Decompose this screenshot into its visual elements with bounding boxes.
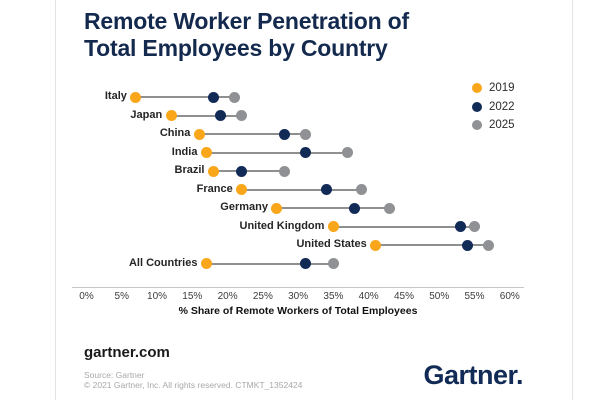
legend-dot-2022 [472, 101, 482, 112]
content-card [55, 0, 573, 400]
x-tick-0pct: 0% [79, 291, 94, 302]
x-tick-60pct: 60% [499, 291, 520, 302]
legend-item-2019: 2019 [472, 82, 515, 94]
gartner-logo: Gartner. [423, 360, 523, 390]
x-tick-30pct: 30% [288, 291, 309, 302]
x-tick-10pct: 10% [147, 291, 168, 302]
dot-2022-brazil [236, 165, 248, 177]
category-label-japan: Japan [130, 108, 163, 121]
category-label-italy: Italy [104, 90, 127, 102]
dot-2019-france [236, 184, 248, 196]
connector-line [276, 207, 390, 210]
connector-line [206, 262, 334, 265]
dot-2025-japan [236, 110, 248, 122]
x-tick-5pct: 5% [114, 291, 129, 302]
dot-2019-japan [165, 110, 177, 122]
connector-line [171, 114, 242, 117]
dot-2019-united-kingdom [327, 221, 339, 233]
dot-2025-united-kingdom [469, 221, 481, 233]
x-tick-55pct: 55% [464, 291, 485, 302]
copyright-text: © 2021 Gartner, Inc. All rights reserved… [84, 380, 303, 390]
legend: 2019 2022 2025 [472, 82, 515, 138]
dot-2019-india [200, 147, 212, 159]
dot-2025-india [342, 147, 354, 159]
category-label-united-kingdom: United Kingdom [239, 219, 325, 232]
dot-2019-china [193, 128, 205, 140]
connector-line [199, 133, 306, 136]
legend-label-2019: 2019 [489, 82, 515, 94]
legend-label-2022: 2022 [489, 100, 515, 113]
dot-2022-japan [215, 110, 227, 122]
connector-line [135, 96, 235, 98]
category-label-brazil: Brazil [174, 164, 205, 177]
gartner-com-link[interactable]: gartner.com [84, 344, 170, 361]
connector-line [206, 151, 348, 154]
dot-2025-china [299, 128, 311, 140]
legend-dot-2025 [472, 120, 482, 130]
legend-item-2022: 2022 [472, 101, 515, 113]
dot-2025-france [356, 184, 368, 196]
legend-label-2025: 2025 [489, 119, 515, 131]
legend-dot-2019 [472, 83, 482, 93]
dot-2022-france [320, 184, 332, 196]
dot-2019-united-states [370, 239, 382, 251]
category-label-china: China [159, 127, 191, 140]
source-text: Source: Gartner [84, 370, 145, 380]
connector-line [241, 188, 362, 191]
x-tick-20pct: 20% [217, 291, 238, 302]
dot-2022-italy [207, 91, 219, 103]
dot-2022-india [299, 147, 311, 159]
dot-2025-germany [384, 202, 396, 214]
connector-line [213, 170, 285, 173]
category-label-united-states: United States [296, 238, 367, 251]
category-label-india: India [171, 145, 198, 158]
x-tick-15pct: 15% [182, 291, 203, 302]
connector-line [375, 244, 489, 247]
dot-2019-germany [271, 202, 283, 214]
connector-line [333, 225, 475, 228]
chart-title: Remote Worker Penetration of Total Emplo… [84, 8, 524, 62]
x-tick-50pct: 50% [429, 291, 450, 302]
chart-title-line2: Total Employees by Country [84, 35, 388, 61]
dot-2025-united-states [483, 239, 495, 251]
category-label-all-countries: All Countries [128, 256, 198, 269]
category-label-france: France [196, 182, 233, 195]
category-label-germany: Germany [220, 201, 268, 214]
x-tick-40pct: 40% [358, 291, 379, 302]
dot-2022-united-states [461, 239, 473, 251]
dot-2019-brazil [207, 165, 219, 177]
dot-2022-china [278, 128, 290, 140]
dot-2019-all-countries [200, 258, 212, 270]
dot-2025-brazil [278, 165, 290, 177]
x-axis-title: % Share of Remote Workers of Total Emplo… [178, 305, 418, 317]
dot-2025-all-countries [327, 258, 339, 270]
x-axis-line [72, 287, 524, 288]
dot-2019-italy [130, 91, 142, 103]
chart-title-line1: Remote Worker Penetration of [84, 8, 409, 34]
x-tick-45pct: 45% [393, 291, 414, 302]
dot-2022-united-kingdom [454, 221, 466, 233]
legend-item-2025: 2025 [472, 119, 515, 131]
x-tick-25pct: 25% [252, 291, 273, 302]
dot-2025-italy [229, 91, 241, 103]
dot-2022-all-countries [299, 258, 311, 270]
dot-2022-germany [349, 202, 361, 214]
x-tick-35pct: 35% [323, 291, 344, 302]
